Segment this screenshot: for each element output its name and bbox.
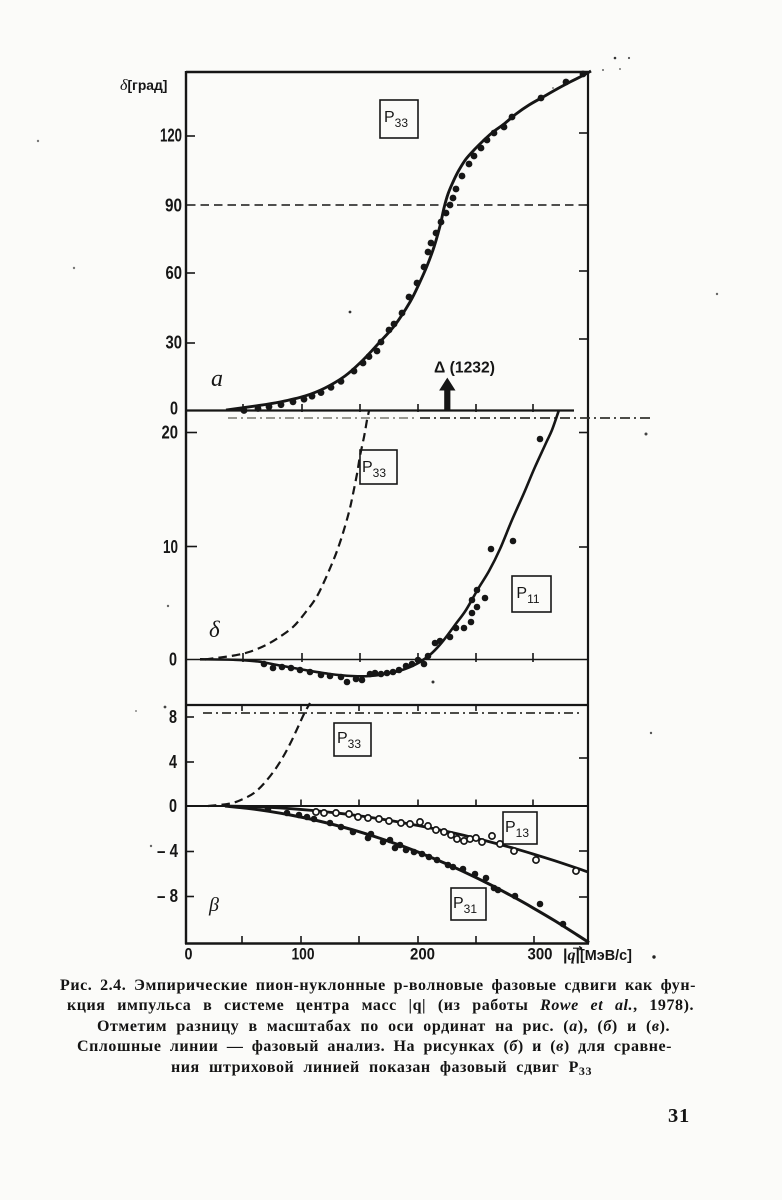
svg-text:100: 100 bbox=[292, 946, 315, 964]
svg-text:30: 30 bbox=[166, 333, 183, 353]
svg-text:P33: P33 bbox=[362, 459, 386, 480]
svg-text:δ: δ bbox=[209, 617, 220, 642]
svg-text:P13: P13 bbox=[505, 819, 529, 840]
svg-text:60: 60 bbox=[166, 263, 183, 283]
svg-text:90: 90 bbox=[165, 196, 182, 216]
svg-text:20: 20 bbox=[162, 423, 179, 443]
svg-text:8: 8 bbox=[169, 707, 177, 727]
svg-text:|q|[МэВ/с]: |q|[МэВ/с] bbox=[563, 947, 632, 964]
svg-text:– 4: – 4 bbox=[157, 841, 178, 861]
svg-text:δ[град]: δ[град] bbox=[120, 77, 167, 94]
svg-text:4: 4 bbox=[169, 752, 177, 772]
svg-text:Δ (1232): Δ (1232) bbox=[434, 360, 495, 377]
svg-text:120: 120 bbox=[160, 126, 182, 146]
svg-text:0: 0 bbox=[170, 399, 178, 419]
svg-text:10: 10 bbox=[163, 537, 178, 557]
svg-text:P11: P11 bbox=[516, 585, 539, 606]
svg-text:a: a bbox=[211, 366, 223, 392]
svg-text:P33: P33 bbox=[337, 730, 361, 751]
svg-text:0: 0 bbox=[169, 650, 177, 670]
svg-text:300: 300 bbox=[528, 946, 553, 964]
svg-text:– 8: – 8 bbox=[157, 886, 178, 906]
svg-text:P33: P33 bbox=[384, 109, 408, 130]
svg-text:0: 0 bbox=[169, 796, 177, 816]
svg-text:0: 0 bbox=[185, 946, 193, 964]
svg-text:200: 200 bbox=[410, 946, 435, 964]
svg-text:P31: P31 bbox=[453, 895, 477, 916]
svg-text:β: β bbox=[208, 894, 219, 916]
